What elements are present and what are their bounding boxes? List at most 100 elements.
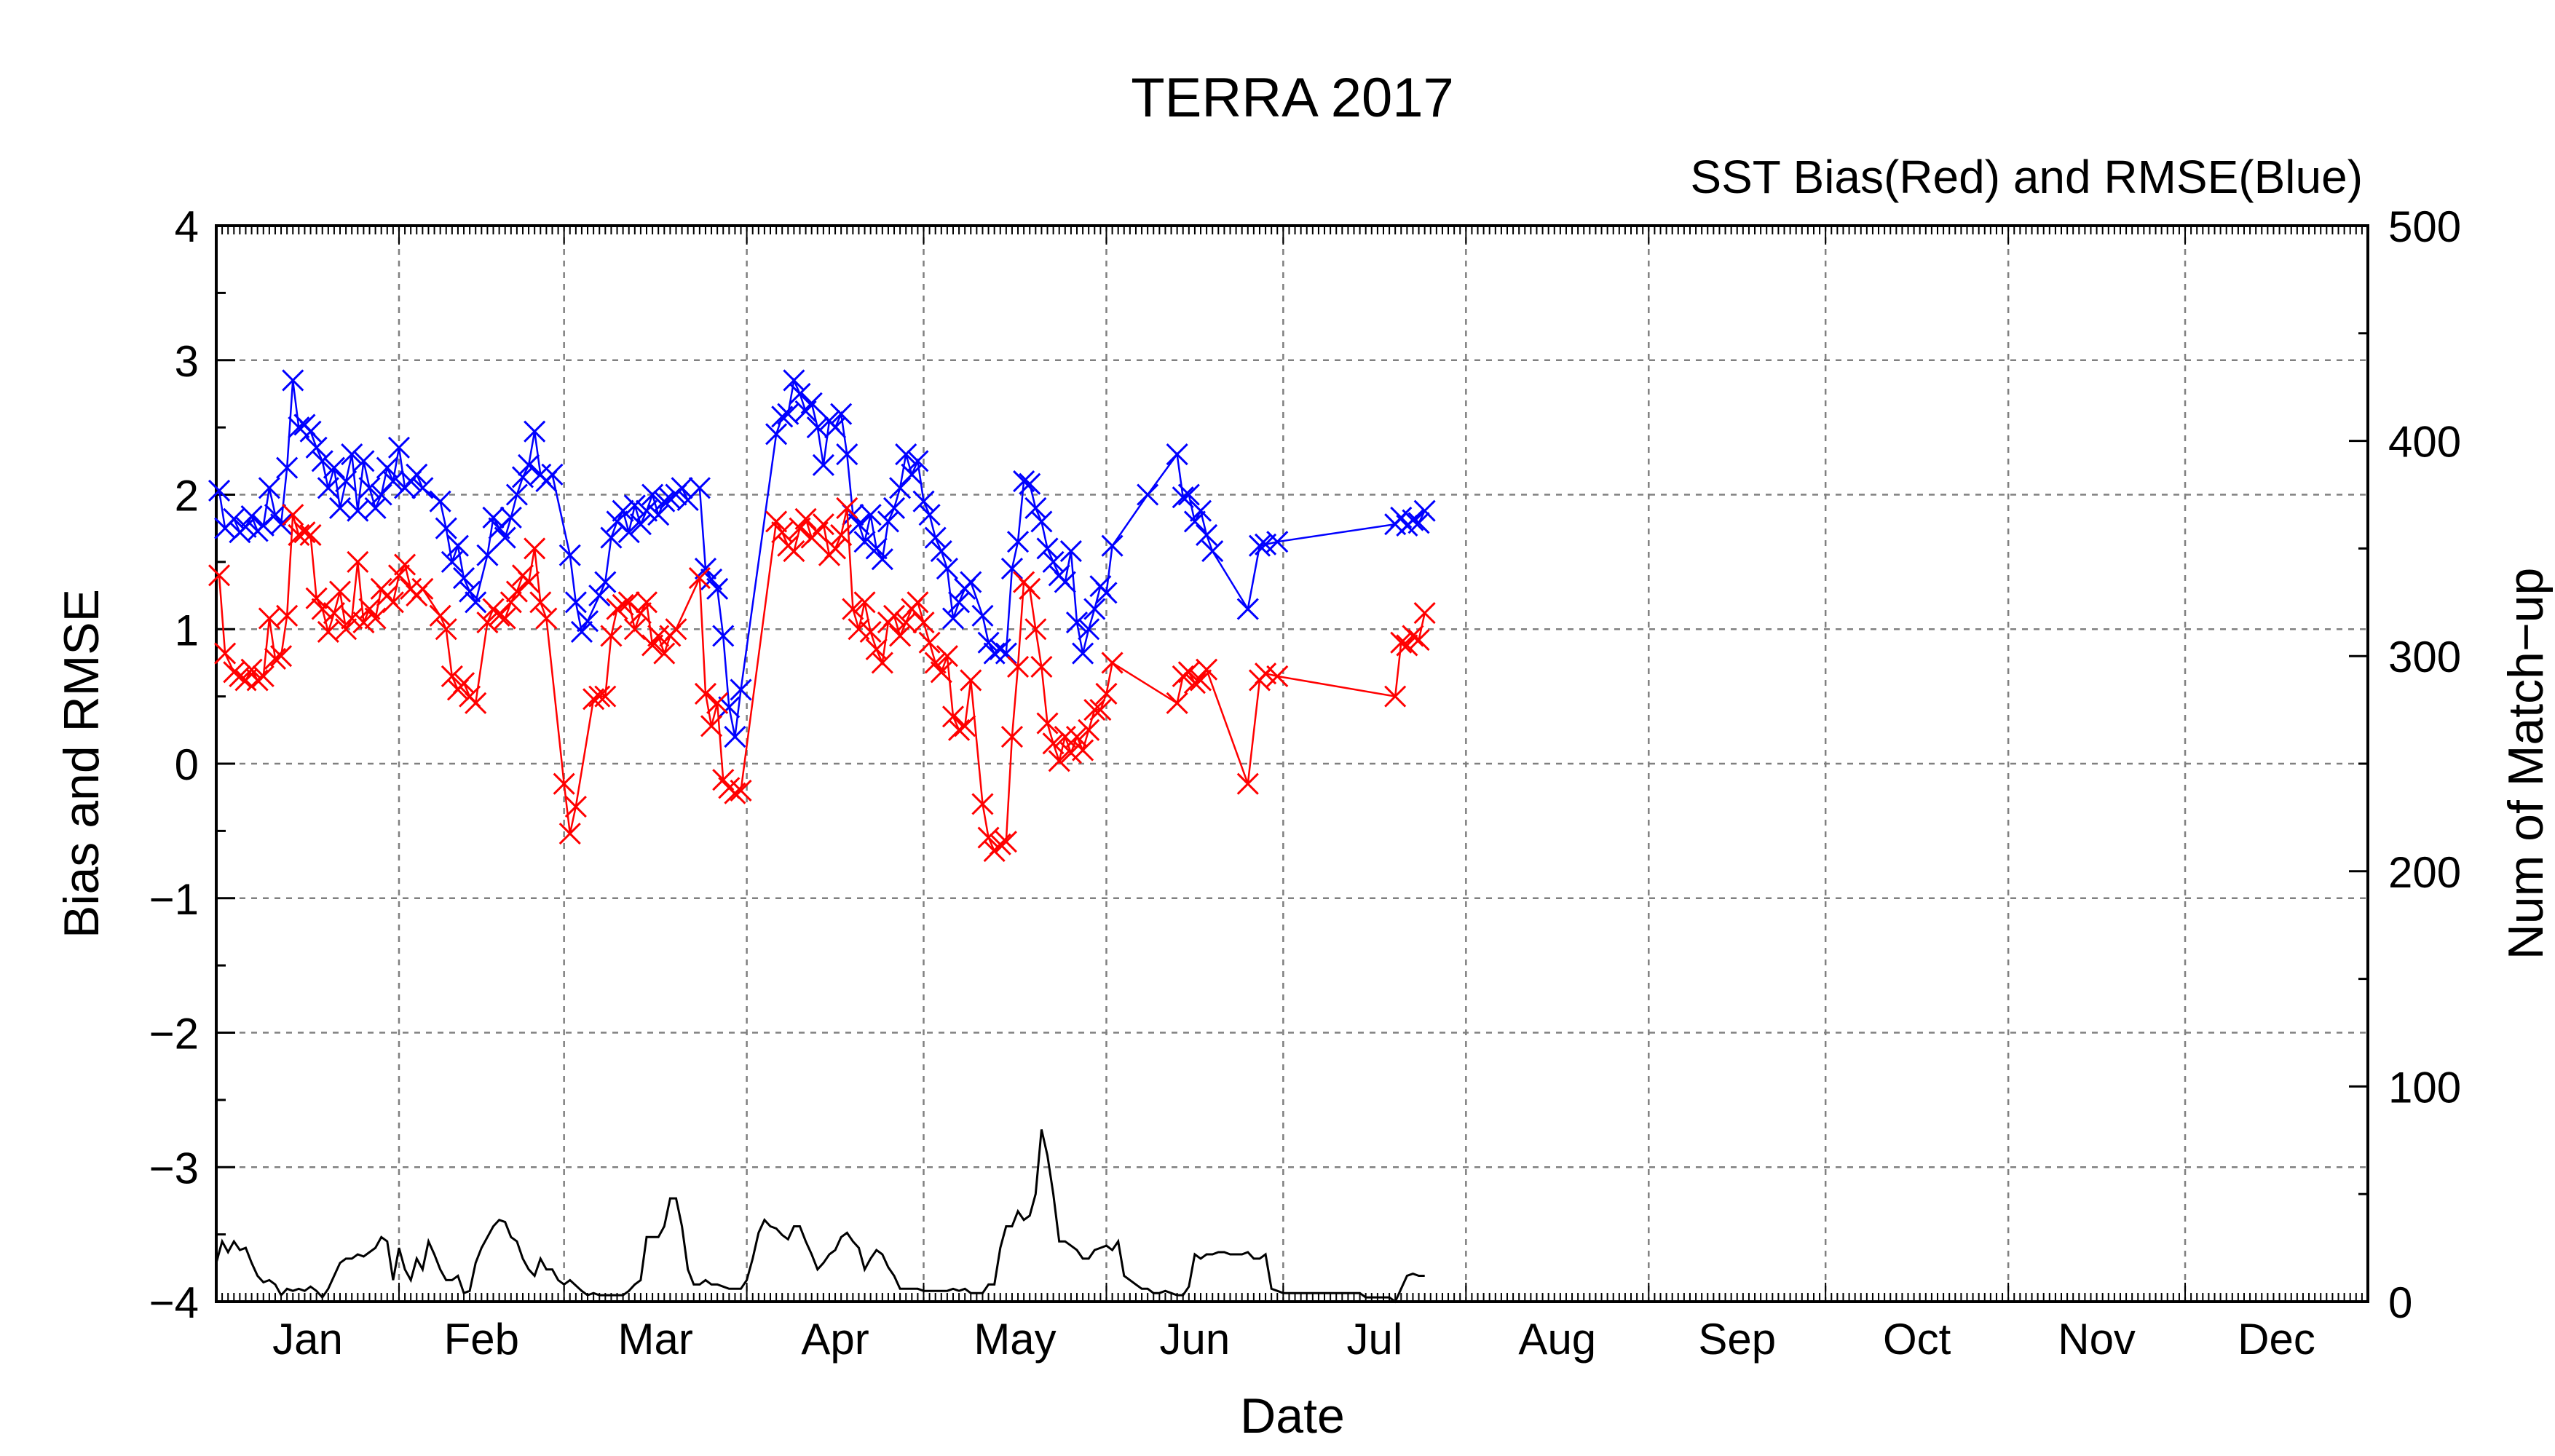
data-point-marker xyxy=(789,382,811,405)
data-point-marker xyxy=(623,494,646,517)
data-point-marker xyxy=(524,420,546,443)
data-point-marker xyxy=(865,638,888,661)
data-point-marker xyxy=(1065,611,1089,634)
y-tick-label: −1 xyxy=(149,875,199,924)
x-tick-label: Nov xyxy=(2058,1315,2136,1364)
data-point-marker xyxy=(264,647,287,670)
data-point-marker xyxy=(936,558,958,580)
y-tick-label: 0 xyxy=(175,740,199,789)
data-point-marker xyxy=(941,705,965,728)
data-point-marker xyxy=(488,604,510,627)
data-point-marker xyxy=(1402,625,1424,647)
data-point-marker xyxy=(1172,486,1194,509)
data-point-marker xyxy=(328,580,352,603)
data-point-marker xyxy=(335,470,358,493)
data-point-marker xyxy=(452,566,475,590)
y2-axis-label: Num of Match−up xyxy=(2498,568,2554,960)
data-point-marker xyxy=(1065,725,1089,748)
data-point-marker xyxy=(452,672,475,695)
data-point-marker xyxy=(524,537,546,560)
data-point-marker xyxy=(995,831,1017,853)
data-point-marker xyxy=(918,631,941,654)
data-point-marker xyxy=(465,692,487,714)
data-point-marker xyxy=(406,463,428,486)
data-point-marker xyxy=(1059,540,1082,563)
data-point-marker xyxy=(629,602,652,625)
data-point-marker xyxy=(541,463,564,486)
data-point-marker xyxy=(299,420,322,443)
data-point-marker xyxy=(1413,602,1436,625)
data-point-marker xyxy=(971,604,994,627)
x-tick-label: Jul xyxy=(1346,1315,1402,1364)
data-point-marker xyxy=(494,526,516,549)
data-point-marker xyxy=(1019,577,1041,600)
data-point-marker xyxy=(1083,598,1106,620)
y-axis-label: Bias and RMSE xyxy=(54,589,109,938)
x-tick-label: Dec xyxy=(2238,1315,2315,1364)
data-point-marker xyxy=(376,456,398,479)
data-point-marker xyxy=(352,611,375,634)
data-point-marker xyxy=(789,517,811,539)
data-point-marker xyxy=(323,456,345,479)
data-point-marker xyxy=(264,504,287,526)
data-point-marker xyxy=(1036,712,1059,735)
data-point-marker xyxy=(871,548,893,571)
data-point-marker xyxy=(459,580,481,603)
data-point-marker xyxy=(246,669,269,692)
data-point-marker xyxy=(465,591,487,614)
data-point-marker xyxy=(1006,531,1030,553)
data-point-marker xyxy=(1054,725,1076,748)
data-point-marker xyxy=(936,645,958,668)
y2-tick-label: 300 xyxy=(2388,633,2461,681)
series xyxy=(208,369,1436,1304)
data-point-marker xyxy=(859,504,882,526)
data-point-marker xyxy=(347,550,369,573)
y2-tick-label: 200 xyxy=(2388,848,2461,897)
data-point-marker xyxy=(1054,571,1076,593)
data-point-marker xyxy=(671,477,693,499)
data-point-marker xyxy=(688,477,711,499)
data-point-marker xyxy=(1030,655,1053,678)
data-point-marker xyxy=(647,504,670,526)
y-tick-label: −4 xyxy=(149,1278,199,1327)
data-point-marker xyxy=(1101,652,1124,674)
data-point-marker xyxy=(1201,540,1224,563)
data-point-marker xyxy=(282,369,304,392)
data-point-marker xyxy=(1407,512,1430,534)
data-point-marker xyxy=(1101,534,1124,557)
data-point-marker xyxy=(730,779,752,802)
data-point-marker xyxy=(859,620,882,644)
data-point-marker xyxy=(706,692,729,714)
series-bias xyxy=(208,496,1436,863)
data-point-marker xyxy=(971,793,994,815)
data-point-marker xyxy=(901,463,923,486)
data-point-marker xyxy=(1413,499,1436,522)
data-point-marker xyxy=(429,490,451,513)
data-point-marker xyxy=(907,591,929,614)
data-point-marker xyxy=(853,591,876,614)
data-point-marker xyxy=(983,642,1006,665)
data-point-marker xyxy=(830,523,853,546)
data-point-marker xyxy=(358,477,381,499)
data-point-marker xyxy=(724,725,746,748)
data-point-marker xyxy=(288,416,310,439)
data-point-marker xyxy=(771,521,794,544)
data-point-marker xyxy=(588,585,611,607)
data-point-marker xyxy=(718,696,741,719)
data-point-marker xyxy=(576,610,599,633)
data-point-marker xyxy=(323,602,345,625)
data-point-marker xyxy=(305,436,328,459)
data-point-marker xyxy=(871,652,893,674)
data-point-marker xyxy=(647,625,670,647)
chart-title: TERRA 2017 xyxy=(1131,67,1454,129)
data-point-marker xyxy=(771,405,794,428)
data-point-marker xyxy=(234,515,257,538)
data-point-marker xyxy=(594,685,617,708)
data-point-marker xyxy=(1072,739,1094,761)
data-point-marker xyxy=(995,642,1017,665)
data-point-marker xyxy=(794,507,817,530)
data-point-marker xyxy=(1236,598,1259,620)
data-point-marker xyxy=(1019,472,1041,495)
data-point-marker xyxy=(240,658,263,681)
